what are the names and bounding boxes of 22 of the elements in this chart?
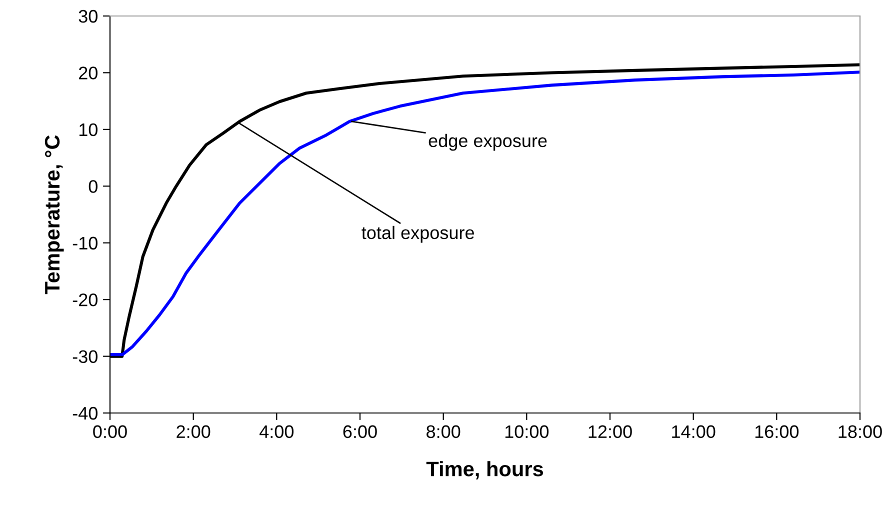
- x-tick-label: 10:00: [505, 425, 549, 438]
- x-tick-label: 0:00: [93, 425, 127, 438]
- annotation: total exposure: [362, 226, 474, 243]
- y-tick-label: 30: [78, 10, 98, 23]
- x-tick-label: 16:00: [755, 425, 799, 438]
- y-axis-title: Temperature, °C: [44, 135, 64, 294]
- x-tick-label: 2:00: [176, 425, 210, 438]
- x-tick-label: 14:00: [672, 425, 716, 438]
- x-axis-title: Time, hours: [426, 461, 544, 480]
- y-tick-label: 10: [79, 123, 98, 136]
- x-tick-label: 18:00: [838, 425, 882, 438]
- x-tick-label: 4:00: [260, 425, 294, 438]
- y-tick-label: -30: [72, 350, 98, 364]
- x-tick-label: 12:00: [588, 425, 632, 438]
- y-tick-label: -40: [72, 406, 98, 420]
- annotation: edge exposure: [428, 134, 547, 151]
- y-tick-label: -20: [72, 294, 98, 306]
- x-tick-label: 8:00: [426, 425, 460, 438]
- y-tick-label: 20: [79, 66, 98, 80]
- y-tick-label: 0: [88, 180, 98, 193]
- y-tick-label: -10: [72, 236, 98, 250]
- x-tick-label: 6:00: [343, 425, 377, 438]
